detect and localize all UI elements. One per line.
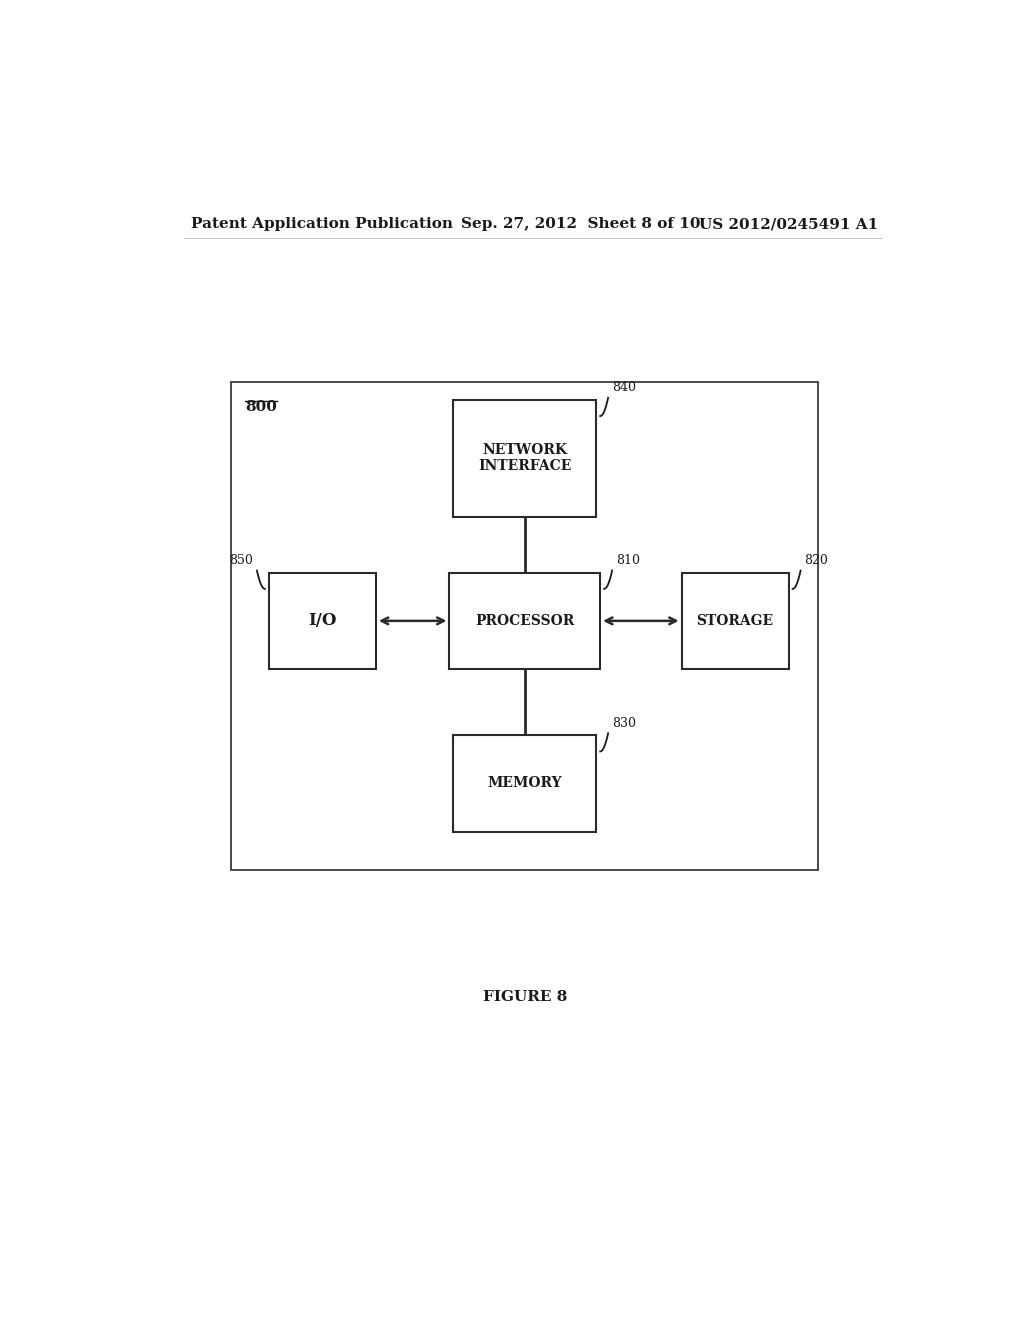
Bar: [454, 400, 596, 516]
Text: 810: 810: [616, 554, 640, 566]
Bar: [454, 735, 596, 832]
Text: Patent Application Publication: Patent Application Publication: [191, 218, 454, 231]
Text: 840: 840: [612, 381, 636, 395]
Text: US 2012/0245491 A1: US 2012/0245491 A1: [699, 218, 879, 231]
Text: STORAGE: STORAGE: [696, 614, 774, 628]
Bar: [682, 573, 788, 669]
Text: NETWORK
INTERFACE: NETWORK INTERFACE: [478, 444, 571, 474]
Text: PROCESSOR: PROCESSOR: [475, 614, 574, 628]
Text: MEMORY: MEMORY: [487, 776, 562, 791]
Text: 820: 820: [805, 554, 828, 566]
Text: 830: 830: [612, 717, 636, 730]
Text: I/O: I/O: [308, 612, 337, 630]
Text: FIGURE 8: FIGURE 8: [482, 990, 567, 1005]
Text: 850: 850: [229, 554, 253, 566]
Bar: [231, 381, 818, 870]
Bar: [269, 573, 376, 669]
Bar: [450, 573, 600, 669]
Text: Sep. 27, 2012  Sheet 8 of 10: Sep. 27, 2012 Sheet 8 of 10: [461, 218, 700, 231]
Text: 800: 800: [246, 400, 278, 414]
